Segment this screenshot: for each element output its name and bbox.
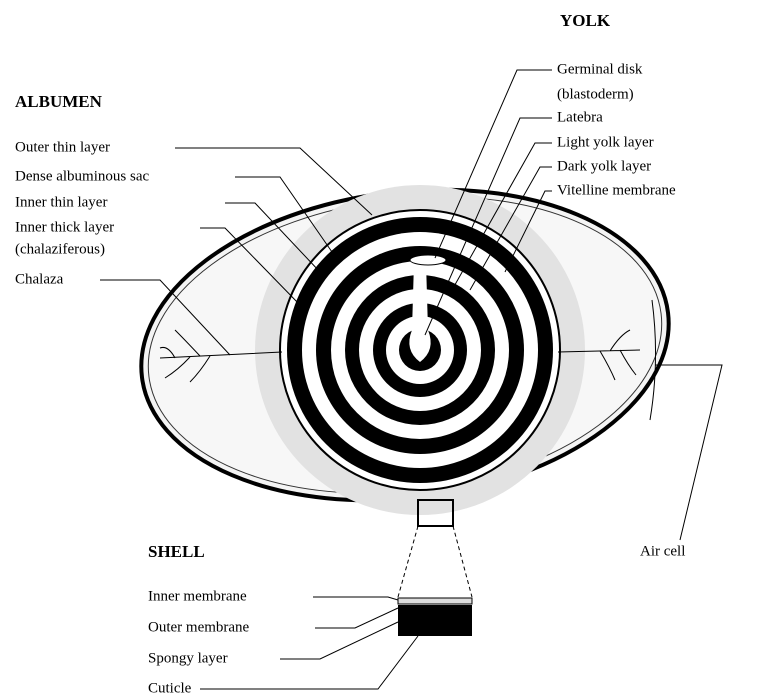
label: Light yolk layer	[557, 134, 654, 150]
label: Outer thin layer	[15, 139, 110, 155]
label: Dense albuminous sac	[15, 168, 149, 184]
label: Air cell	[640, 543, 685, 559]
label: (blastoderm)	[557, 86, 634, 102]
label: Inner membrane	[148, 588, 247, 604]
label: Chalaza	[15, 271, 64, 287]
label: Spongy layer	[148, 650, 228, 666]
albumen-title: ALBUMEN	[15, 92, 103, 111]
label: Vitelline membrane	[557, 182, 676, 198]
label: Cuticle	[148, 680, 192, 696]
egg	[123, 161, 686, 636]
label: (chalaziferous)	[15, 241, 105, 257]
yolk-title: YOLK	[560, 11, 611, 30]
label: Inner thin layer	[15, 194, 107, 210]
shell-title: SHELL	[148, 542, 205, 561]
label: Latebra	[557, 109, 603, 125]
egg-diagram: YOLK Germinal disk (blastoderm) Latebra …	[0, 0, 757, 699]
label: Dark yolk layer	[557, 158, 651, 174]
label: Germinal disk	[557, 61, 643, 77]
label: Outer membrane	[148, 619, 250, 635]
label: Inner thick layer	[15, 219, 114, 235]
